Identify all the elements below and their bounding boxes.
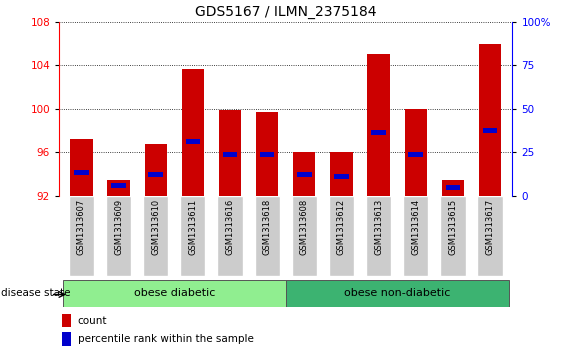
Text: obese non-diabetic: obese non-diabetic <box>344 288 450 298</box>
Bar <box>297 172 311 177</box>
Bar <box>442 180 464 196</box>
Text: GSM1313616: GSM1313616 <box>226 199 235 255</box>
Bar <box>186 139 200 144</box>
Bar <box>405 109 427 196</box>
Bar <box>368 54 390 196</box>
Bar <box>409 152 423 157</box>
Bar <box>292 196 317 276</box>
Bar <box>62 314 71 327</box>
Bar <box>62 332 71 346</box>
Title: GDS5167 / ILMN_2375184: GDS5167 / ILMN_2375184 <box>195 5 377 19</box>
Bar <box>145 144 167 196</box>
Bar <box>108 180 129 196</box>
Text: GSM1313611: GSM1313611 <box>189 199 198 254</box>
Text: GSM1313613: GSM1313613 <box>374 199 383 255</box>
Bar <box>69 196 94 276</box>
Text: percentile rank within the sample: percentile rank within the sample <box>78 334 253 344</box>
Bar <box>223 152 237 157</box>
Bar <box>372 130 386 135</box>
Bar <box>329 196 354 276</box>
Text: GSM1313614: GSM1313614 <box>411 199 420 254</box>
Bar <box>70 139 92 196</box>
Bar <box>106 196 131 276</box>
Text: GSM1313615: GSM1313615 <box>448 199 457 254</box>
Bar <box>182 69 204 196</box>
Bar <box>479 44 501 196</box>
Bar <box>74 170 88 175</box>
Bar <box>293 152 315 196</box>
Bar <box>440 196 466 276</box>
Text: GSM1313610: GSM1313610 <box>151 199 160 254</box>
Text: GSM1313617: GSM1313617 <box>485 199 494 255</box>
Text: GSM1313608: GSM1313608 <box>300 199 309 255</box>
Bar <box>63 280 286 307</box>
Text: disease state: disease state <box>1 288 71 298</box>
Bar <box>111 183 126 188</box>
Text: GSM1313607: GSM1313607 <box>77 199 86 255</box>
Bar <box>334 174 348 179</box>
Bar <box>483 128 497 133</box>
Text: GSM1313618: GSM1313618 <box>263 199 272 255</box>
Bar <box>366 196 391 276</box>
Bar <box>143 196 168 276</box>
Bar <box>256 112 278 196</box>
Bar <box>180 196 205 276</box>
Text: obese diabetic: obese diabetic <box>133 288 215 298</box>
Bar <box>477 196 503 276</box>
Bar <box>217 196 243 276</box>
Bar <box>286 280 508 307</box>
Bar <box>254 196 280 276</box>
Text: GSM1313612: GSM1313612 <box>337 199 346 254</box>
Bar <box>219 110 241 196</box>
Text: count: count <box>78 315 107 326</box>
Bar <box>446 185 460 190</box>
Bar <box>260 152 274 157</box>
Text: GSM1313609: GSM1313609 <box>114 199 123 254</box>
Bar <box>403 196 428 276</box>
Bar <box>330 152 352 196</box>
Bar <box>149 172 163 177</box>
